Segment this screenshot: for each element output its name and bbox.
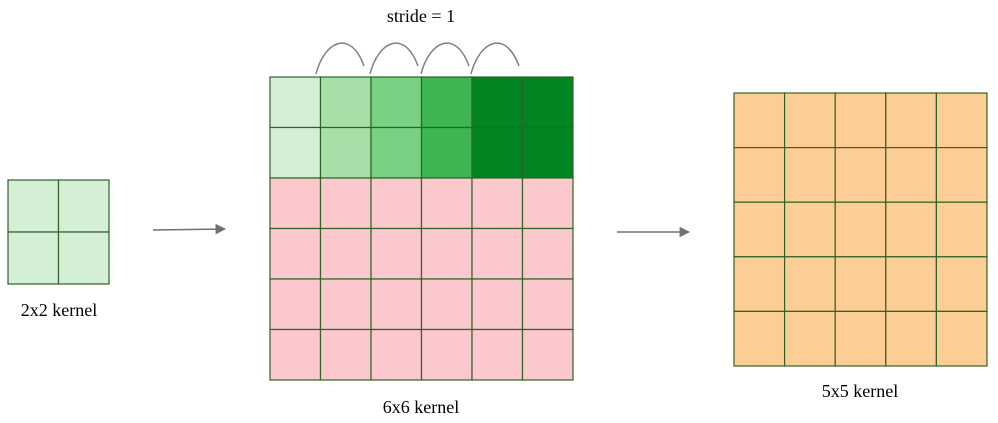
input-cell-r6-c5 xyxy=(471,328,524,381)
input-cell-r2-c5 xyxy=(471,126,524,179)
input-label: 6x6 kernel xyxy=(383,397,459,417)
output-cell-r5-c5 xyxy=(935,310,988,367)
output-cell-r3-c3 xyxy=(834,201,887,258)
output-cell-r1-c4 xyxy=(885,92,937,149)
output-label: 5x5 kernel xyxy=(822,381,898,401)
output-cell-r4-c2 xyxy=(783,256,836,312)
input-cell-r6-c3 xyxy=(370,328,423,381)
output-cell-r4-c1 xyxy=(733,256,786,312)
stride-arc-1 xyxy=(315,42,365,75)
input-cell-r4-c3 xyxy=(370,227,423,280)
input-cell-r3-c6 xyxy=(521,177,574,230)
stride-arcs xyxy=(315,42,520,75)
stride-arc-4 xyxy=(470,42,520,75)
stride-arc-3 xyxy=(420,42,470,75)
input-cell-r2-c4 xyxy=(420,126,473,179)
kernel-cell-r2-c1 xyxy=(7,231,60,285)
input-cell-r2-c6 xyxy=(521,126,574,179)
input-cell-r1-c5 xyxy=(471,76,524,129)
output-cell-r2-c4 xyxy=(885,147,937,203)
input-cell-r6-c1 xyxy=(269,328,322,381)
output-cell-r1-c3 xyxy=(834,92,887,149)
input-cell-r5-c4 xyxy=(420,278,473,331)
input-cell-r2-c3 xyxy=(370,126,423,179)
kernel-cell-r1-c2 xyxy=(57,179,110,233)
output-cell-r2-c1 xyxy=(733,147,786,203)
input-cell-r3-c5 xyxy=(471,177,524,230)
input-cell-r3-c1 xyxy=(269,177,322,230)
input-cell-r4-c1 xyxy=(269,227,322,280)
stride-arc-2 xyxy=(369,42,419,75)
output-grid xyxy=(733,92,988,367)
output-cell-r3-c1 xyxy=(733,201,786,258)
output-cell-r3-c4 xyxy=(885,201,937,258)
input-cell-r2-c1 xyxy=(269,126,322,179)
output-cell-r5-c3 xyxy=(834,310,887,367)
output-cell-r5-c2 xyxy=(783,310,836,367)
stride-label: stride = 1 xyxy=(387,6,455,26)
output-cell-r4-c5 xyxy=(935,256,988,312)
arrow-kernel-to-input xyxy=(152,223,227,235)
output-cell-r3-c5 xyxy=(935,201,988,258)
output-cell-r4-c4 xyxy=(885,256,937,312)
output-cell-r1-c1 xyxy=(733,92,786,149)
kernel-grid xyxy=(7,179,110,285)
input-cell-r3-c3 xyxy=(370,177,423,230)
kernel-cell-r1-c1 xyxy=(7,179,60,233)
output-cell-r2-c2 xyxy=(783,147,836,203)
output-cell-r3-c2 xyxy=(783,201,836,258)
input-cell-r6-c6 xyxy=(521,328,574,381)
input-cell-r1-c3 xyxy=(370,76,423,129)
input-cell-r3-c2 xyxy=(319,177,372,230)
kernel-cell-r2-c2 xyxy=(57,231,110,285)
input-cell-r5-c1 xyxy=(269,278,322,331)
input-cell-r4-c6 xyxy=(521,227,574,280)
input-cell-r5-c3 xyxy=(370,278,423,331)
input-cell-r1-c1 xyxy=(269,76,322,129)
input-cell-r3-c4 xyxy=(420,177,473,230)
input-cell-r5-c5 xyxy=(471,278,524,331)
output-cell-r5-c4 xyxy=(885,310,937,367)
input-cell-r4-c2 xyxy=(319,227,372,280)
input-cell-r5-c2 xyxy=(319,278,372,331)
input-cell-r1-c2 xyxy=(319,76,372,129)
output-cell-r2-c5 xyxy=(935,147,988,203)
input-cell-r6-c4 xyxy=(420,328,473,381)
input-cell-r4-c5 xyxy=(471,227,524,280)
output-cell-r2-c3 xyxy=(834,147,887,203)
output-cell-r1-c5 xyxy=(935,92,988,149)
output-cell-r1-c2 xyxy=(783,92,836,149)
kernel-label: 2x2 kernel xyxy=(21,300,97,320)
input-cell-r5-c6 xyxy=(521,278,574,331)
output-cell-r4-c3 xyxy=(834,256,887,312)
input-cell-r1-c4 xyxy=(420,76,473,129)
input-cell-r4-c4 xyxy=(420,227,473,280)
input-cell-r1-c6 xyxy=(521,76,574,129)
input-cell-r2-c2 xyxy=(319,126,372,179)
input-grid xyxy=(269,76,574,381)
input-cell-r6-c2 xyxy=(319,328,372,381)
output-cell-r5-c1 xyxy=(733,310,786,367)
